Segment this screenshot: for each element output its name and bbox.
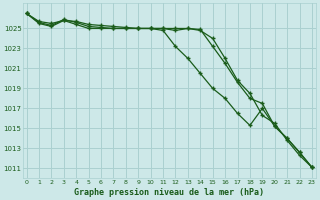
X-axis label: Graphe pression niveau de la mer (hPa): Graphe pression niveau de la mer (hPa) [74,188,264,197]
